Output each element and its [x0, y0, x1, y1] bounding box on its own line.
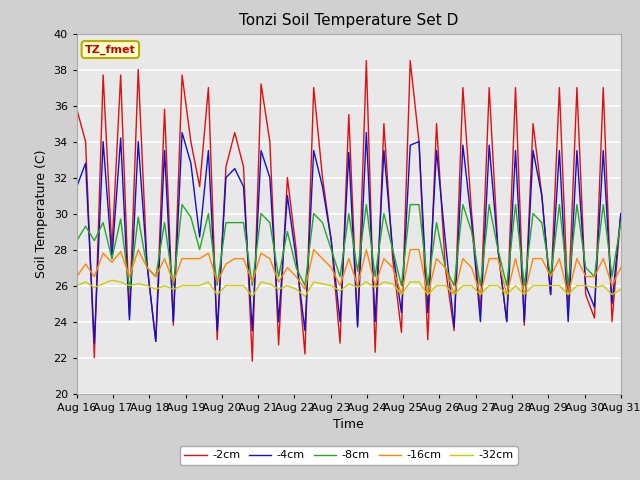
-2cm: [336, 340, 344, 346]
-8cm: [179, 202, 186, 207]
-16cm: [617, 264, 625, 270]
-2cm: [248, 358, 256, 364]
-16cm: [73, 274, 81, 279]
-8cm: [239, 220, 247, 226]
Text: TZ_fmet: TZ_fmet: [85, 44, 136, 55]
-16cm: [397, 292, 405, 298]
Line: -4cm: -4cm: [77, 132, 621, 343]
Line: -8cm: -8cm: [77, 204, 621, 289]
Line: -32cm: -32cm: [77, 280, 621, 296]
-2cm: [617, 211, 625, 216]
-32cm: [73, 283, 81, 288]
-32cm: [362, 279, 370, 285]
X-axis label: Time: Time: [333, 418, 364, 431]
Line: -16cm: -16cm: [77, 250, 621, 295]
-4cm: [73, 184, 81, 190]
-8cm: [125, 286, 133, 292]
-32cm: [257, 279, 265, 285]
-2cm: [354, 322, 362, 328]
-8cm: [468, 228, 476, 234]
-8cm: [617, 220, 625, 226]
-8cm: [73, 238, 81, 243]
-4cm: [608, 300, 616, 306]
-32cm: [248, 293, 256, 300]
-2cm: [608, 319, 616, 324]
-32cm: [108, 277, 116, 283]
-16cm: [231, 256, 239, 262]
Y-axis label: Soil Temperature (C): Soil Temperature (C): [35, 149, 48, 278]
-4cm: [617, 211, 625, 216]
-2cm: [222, 164, 230, 169]
-32cm: [468, 283, 476, 288]
-16cm: [354, 283, 362, 288]
-4cm: [90, 340, 98, 346]
-32cm: [345, 281, 353, 287]
-8cm: [257, 211, 265, 216]
-32cm: [231, 283, 239, 288]
-4cm: [362, 130, 370, 135]
-4cm: [239, 184, 247, 190]
-32cm: [617, 286, 625, 292]
-4cm: [257, 148, 265, 154]
-4cm: [345, 150, 353, 156]
-8cm: [608, 274, 616, 279]
-8cm: [345, 211, 353, 216]
-2cm: [73, 107, 81, 112]
Line: -2cm: -2cm: [77, 60, 621, 361]
-8cm: [362, 202, 370, 207]
-16cm: [336, 283, 344, 288]
-2cm: [362, 58, 370, 63]
Title: Tonzi Soil Temperature Set D: Tonzi Soil Temperature Set D: [239, 13, 458, 28]
-2cm: [468, 211, 476, 216]
-16cm: [468, 264, 476, 270]
-16cm: [608, 283, 616, 288]
-2cm: [239, 164, 247, 169]
-32cm: [608, 292, 616, 298]
-16cm: [248, 279, 256, 285]
-4cm: [468, 220, 476, 226]
-16cm: [134, 247, 142, 252]
Legend: -2cm, -4cm, -8cm, -16cm, -32cm: -2cm, -4cm, -8cm, -16cm, -32cm: [180, 446, 518, 465]
-4cm: [179, 130, 186, 135]
